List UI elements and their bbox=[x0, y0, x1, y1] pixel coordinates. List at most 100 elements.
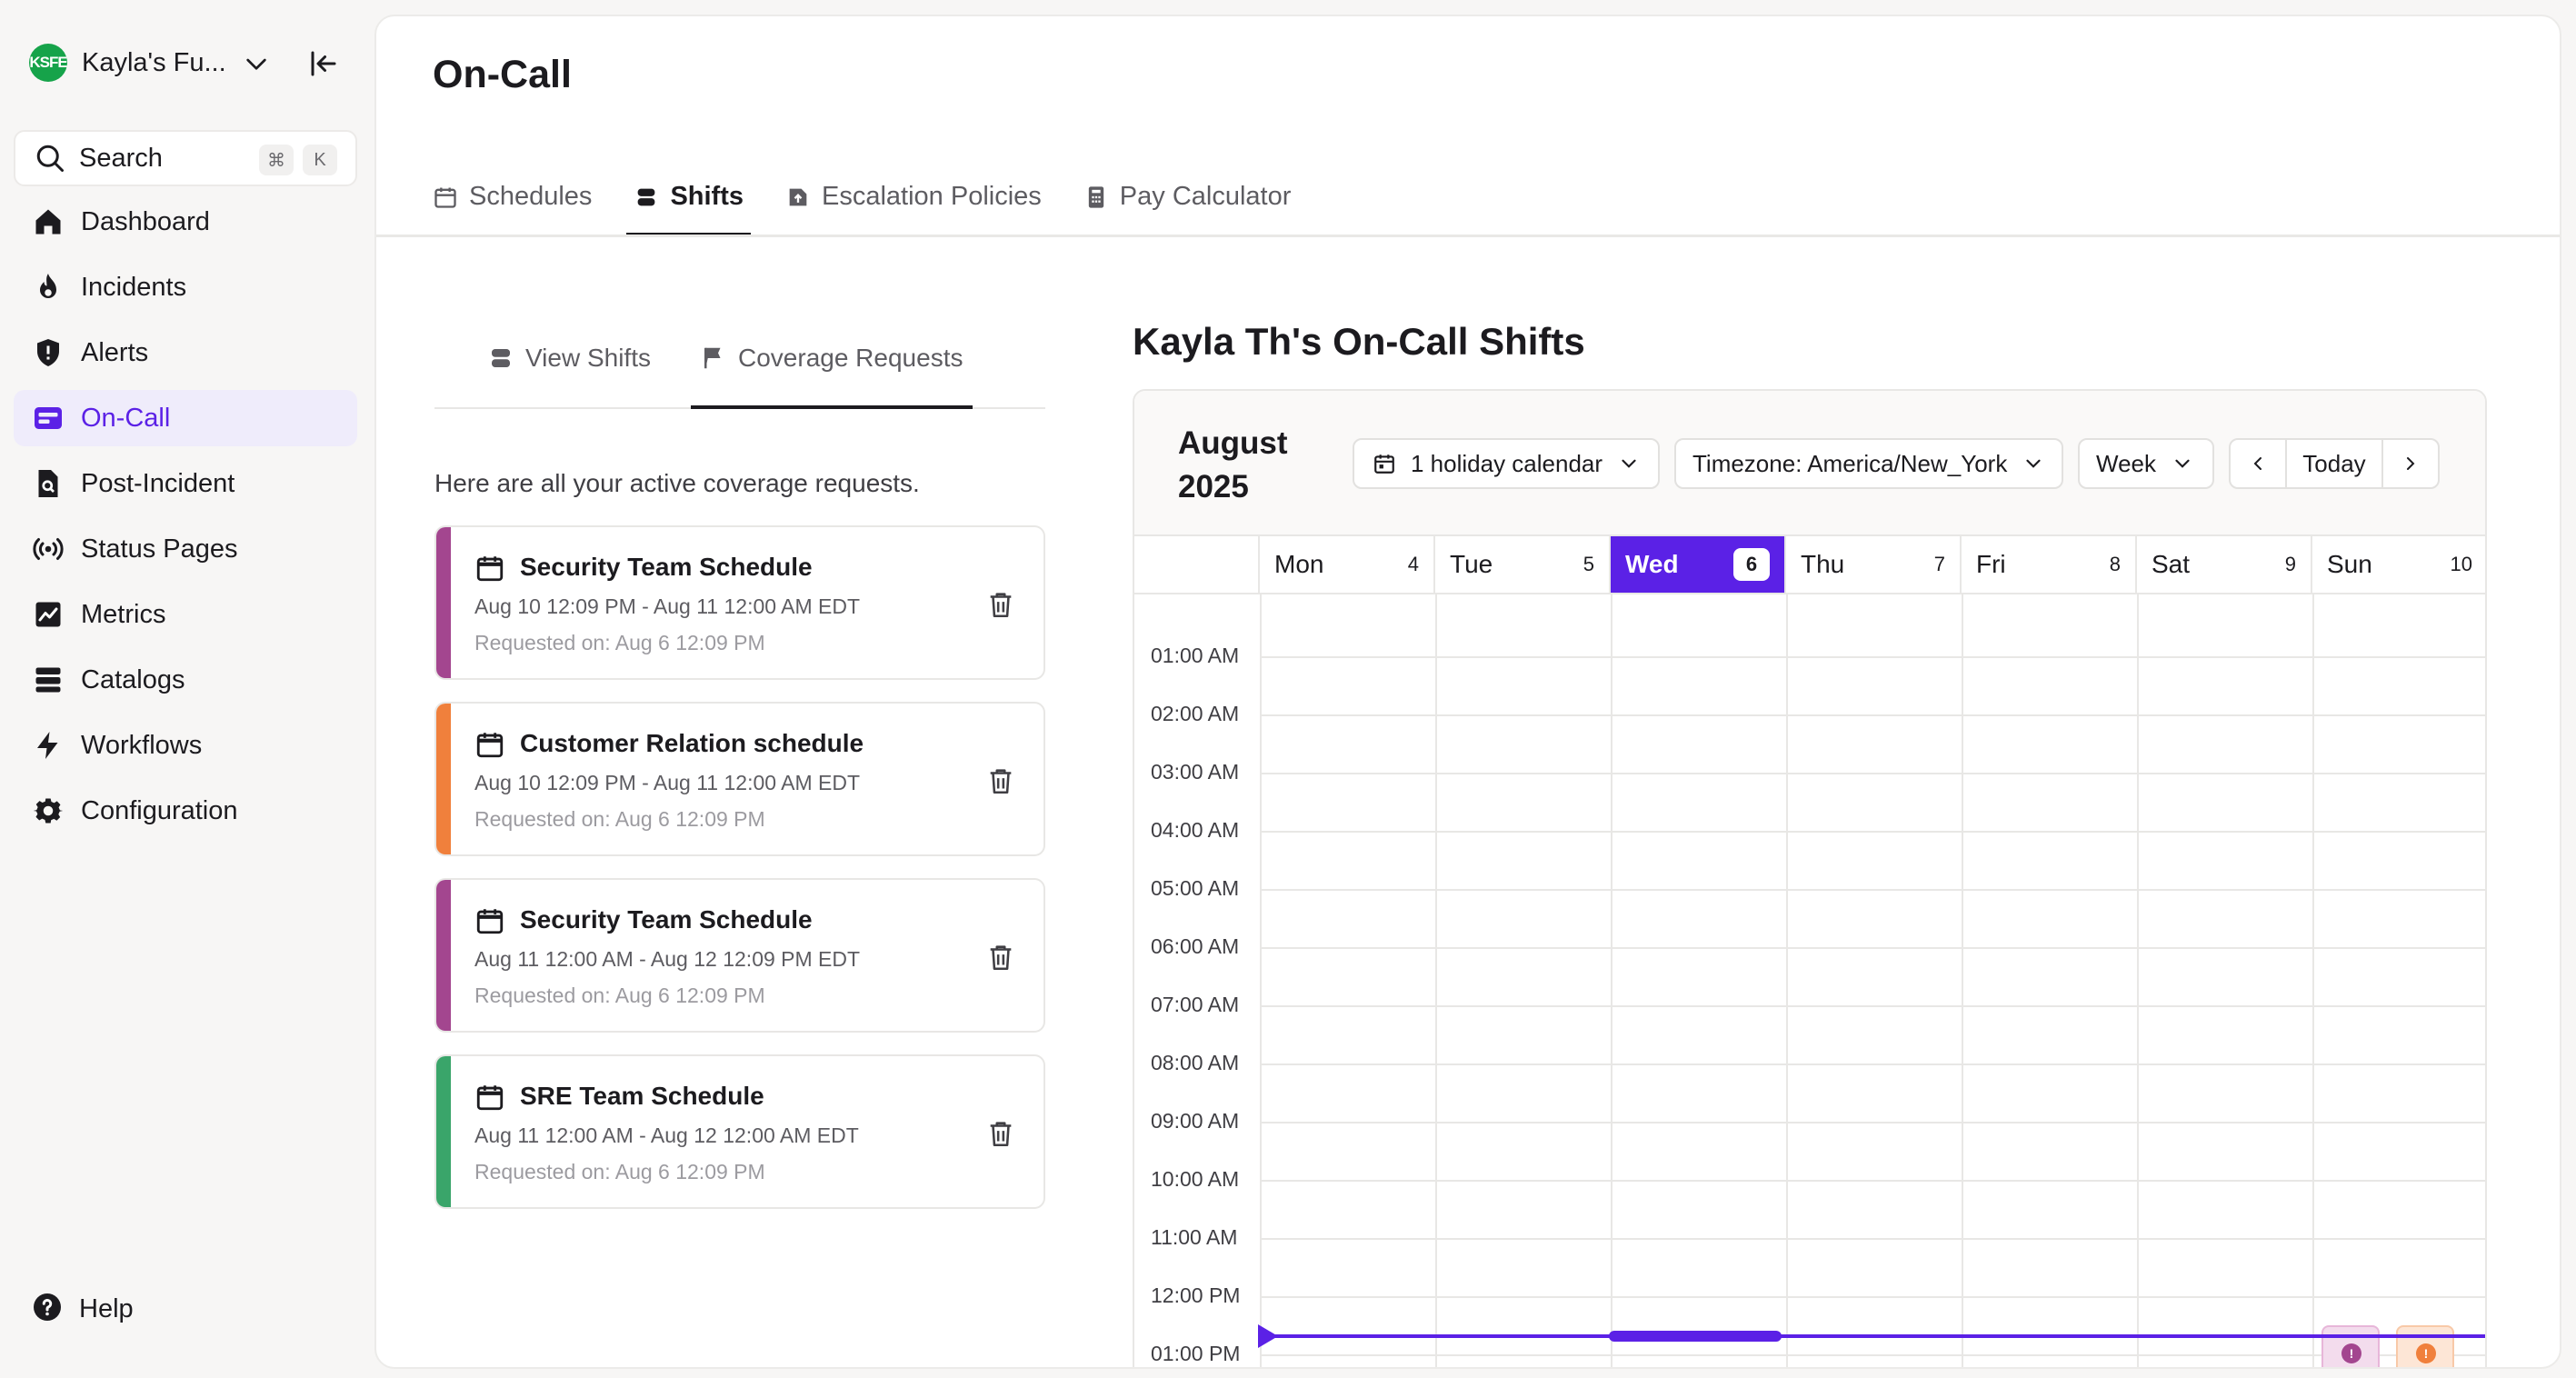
current-time-marker bbox=[1258, 1324, 1278, 1348]
day-header-thu[interactable]: Thu 7 bbox=[1786, 536, 1962, 594]
time-gutter-header bbox=[1134, 536, 1260, 594]
trash-icon[interactable] bbox=[985, 1118, 1016, 1149]
sidebar-item-dashboard[interactable]: Dashboard bbox=[14, 194, 357, 250]
shift-event-customer-relation[interactable]: ! bbox=[2396, 1325, 2454, 1369]
org-switcher[interactable]: KSFE Kayla's Fu... bbox=[29, 40, 226, 85]
calendar-icon bbox=[474, 1082, 505, 1113]
request-schedule-title: Security Team Schedule bbox=[520, 905, 813, 934]
day-header-tue[interactable]: Tue 5 bbox=[1435, 536, 1611, 594]
hour-label: 04:00 AM bbox=[1151, 818, 1239, 843]
day-column-divider bbox=[1260, 594, 1262, 1369]
day-header-mon[interactable]: Mon 4 bbox=[1260, 536, 1435, 594]
shifts-icon bbox=[634, 184, 659, 211]
collapse-sidebar-icon[interactable] bbox=[307, 47, 340, 80]
subtab-coverage-requests[interactable]: Coverage Requests bbox=[700, 344, 963, 373]
alert-icon: ! bbox=[2416, 1343, 2436, 1363]
schedule-color-bar bbox=[436, 880, 451, 1031]
calendar-month: August 2025 bbox=[1178, 422, 1360, 509]
coverage-request-card[interactable]: SRE Team Schedule Aug 11 12:00 AM - Aug … bbox=[434, 1054, 1045, 1209]
subtab-view-shifts[interactable]: View Shifts bbox=[487, 344, 651, 373]
calendar-title: Kayla Th's On-Call Shifts bbox=[1133, 320, 1585, 364]
help-button[interactable]: Help bbox=[31, 1291, 134, 1328]
trash-icon[interactable] bbox=[985, 942, 1016, 973]
hour-gridline bbox=[1260, 1063, 2487, 1065]
escalation-icon bbox=[785, 184, 811, 211]
search-button[interactable]: Search ⌘ K bbox=[14, 130, 357, 186]
coverage-request-card[interactable]: Security Team Schedule Aug 11 12:00 AM -… bbox=[434, 878, 1045, 1033]
sidebar-item-label: On-Call bbox=[81, 404, 170, 434]
today-button[interactable]: Today bbox=[2287, 440, 2383, 487]
hour-label: 12:00 PM bbox=[1151, 1283, 1240, 1308]
sidebar-item-label: Incidents bbox=[81, 273, 186, 303]
sidebar-item-incidents[interactable]: Incidents bbox=[14, 259, 357, 315]
request-schedule-title: Security Team Schedule bbox=[520, 553, 813, 582]
week-calendar: August 2025 1 holiday calendar Timezone:… bbox=[1133, 389, 2487, 1369]
sidebar-item-configuration[interactable]: Configuration bbox=[14, 783, 357, 839]
hour-gridline bbox=[1260, 1354, 2487, 1356]
request-created-at: Requested on: Aug 6 12:09 PM bbox=[474, 631, 765, 655]
hour-label: 10:00 AM bbox=[1151, 1167, 1239, 1192]
day-name: Wed bbox=[1625, 550, 1679, 579]
day-name: Sat bbox=[2152, 550, 2190, 579]
org-avatar: KSFE bbox=[29, 44, 67, 82]
search-icon bbox=[34, 142, 66, 175]
sidebar-item-status-pages[interactable]: Status Pages bbox=[14, 521, 357, 577]
timezone-label: Timezone: America/New_York bbox=[1692, 450, 2007, 478]
sidebar-nav: Dashboard Incidents Alerts On-Call Post-… bbox=[14, 194, 357, 848]
holiday-calendar-dropdown[interactable]: 1 holiday calendar bbox=[1353, 438, 1660, 489]
tab-escalation-policies[interactable]: Escalation Policies bbox=[785, 158, 1042, 236]
home-icon bbox=[31, 205, 65, 239]
coverage-request-card[interactable]: Customer Relation schedule Aug 10 12:09 … bbox=[434, 702, 1045, 856]
sidebar: KSFE Kayla's Fu... Search ⌘ K Dashboard … bbox=[0, 0, 373, 1378]
main-panel: On-Call Schedules Shifts Escalation Poli… bbox=[374, 15, 2561, 1369]
day-header-wed[interactable]: Wed 6 bbox=[1611, 536, 1786, 594]
alert-icon: ! bbox=[2341, 1343, 2361, 1363]
sidebar-item-catalogs[interactable]: Catalogs bbox=[14, 652, 357, 708]
sidebar-item-post-incident[interactable]: Post-Incident bbox=[14, 455, 357, 512]
chevron-left-icon bbox=[2247, 453, 2269, 474]
hour-label: 05:00 AM bbox=[1151, 876, 1239, 901]
hour-gridline bbox=[1260, 889, 2487, 891]
chevron-down-icon[interactable] bbox=[242, 49, 271, 78]
help-icon bbox=[31, 1291, 64, 1328]
trash-icon[interactable] bbox=[985, 589, 1016, 620]
calendar-icon bbox=[1373, 452, 1396, 475]
day-header-sun[interactable]: Sun 10 bbox=[2312, 536, 2487, 594]
day-number: 4 bbox=[1408, 553, 1419, 576]
tab-pay-calculator[interactable]: Pay Calculator bbox=[1083, 158, 1292, 236]
sidebar-item-metrics[interactable]: Metrics bbox=[14, 586, 357, 643]
tab-schedules[interactable]: Schedules bbox=[433, 158, 592, 236]
day-number: 5 bbox=[1583, 553, 1594, 576]
next-week-button[interactable] bbox=[2383, 440, 2438, 487]
day-header-fri[interactable]: Fri 8 bbox=[1962, 536, 2137, 594]
sidebar-item-on-call[interactable]: On-Call bbox=[14, 390, 357, 446]
sidebar-item-label: Workflows bbox=[81, 731, 202, 761]
sidebar-item-alerts[interactable]: Alerts bbox=[14, 325, 357, 381]
day-column-divider bbox=[1962, 594, 1963, 1369]
hour-gridline bbox=[1260, 947, 2487, 949]
flame-icon bbox=[31, 270, 65, 305]
tab-shifts[interactable]: Shifts bbox=[634, 158, 744, 236]
day-number: 10 bbox=[2451, 553, 2472, 576]
day-header-sat[interactable]: Sat 9 bbox=[2137, 536, 2312, 594]
day-name: Fri bbox=[1976, 550, 2006, 579]
shield-alert-icon bbox=[31, 335, 65, 370]
day-column-divider bbox=[1611, 594, 1612, 1369]
day-column-divider bbox=[2312, 594, 2314, 1369]
hour-gridline bbox=[1260, 656, 2487, 658]
help-label: Help bbox=[79, 1294, 134, 1324]
sidebar-item-workflows[interactable]: Workflows bbox=[14, 717, 357, 774]
tab-label: Schedules bbox=[469, 182, 592, 212]
previous-week-button[interactable] bbox=[2231, 440, 2287, 487]
coverage-request-card[interactable]: Security Team Schedule Aug 10 12:09 PM -… bbox=[434, 525, 1045, 680]
date-navigator: Today bbox=[2229, 438, 2440, 489]
hour-label: 01:00 AM bbox=[1151, 644, 1239, 668]
timezone-dropdown[interactable]: Timezone: America/New_York bbox=[1674, 438, 2063, 489]
org-name: Kayla's Fu... bbox=[82, 48, 226, 78]
shift-event-security[interactable]: ! bbox=[2321, 1325, 2380, 1369]
day-name: Tue bbox=[1450, 550, 1493, 579]
view-dropdown[interactable]: Week bbox=[2078, 438, 2214, 489]
trash-icon[interactable] bbox=[985, 765, 1016, 796]
day-name: Mon bbox=[1274, 550, 1323, 579]
hour-gridline bbox=[1260, 1005, 2487, 1007]
